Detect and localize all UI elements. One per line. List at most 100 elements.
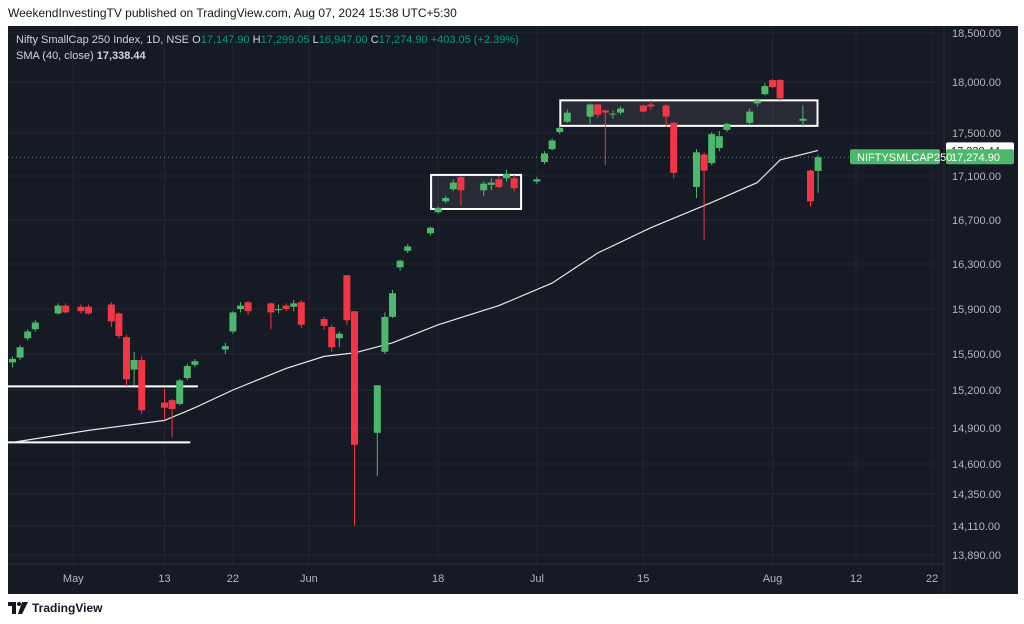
- candle-body: [24, 331, 32, 339]
- sma-line: [12, 149, 819, 443]
- candle-body: [639, 105, 647, 112]
- y-tick-label: 17,100.00: [952, 171, 1001, 183]
- x-tick-label: Aug: [763, 573, 783, 585]
- footer-brand: TradingView: [32, 601, 103, 615]
- consolidation-box: [559, 99, 819, 127]
- publish-caption: WeekendInvestingTV published on TradingV…: [8, 6, 457, 20]
- y-tick-label: 16,300.00: [952, 259, 1001, 271]
- candle-body: [335, 333, 343, 339]
- legend-symbol: Nifty SmallCap 250 Index, 1D, NSE: [16, 34, 190, 46]
- x-tick-label: 12: [850, 573, 862, 585]
- candle-body: [191, 361, 199, 365]
- candle-body: [168, 400, 176, 409]
- x-tick-label: 15: [637, 573, 649, 585]
- x-tick-label: 22: [227, 573, 239, 585]
- candle-body: [799, 118, 807, 121]
- chart-background: [8, 26, 1018, 594]
- candle-body: [662, 105, 670, 117]
- candle-body: [449, 182, 457, 190]
- x-tick-label: May: [63, 573, 84, 585]
- chart-panel[interactable]: 13,890.00 14,110.00 14,350.00 14,600.00 14,9…: [8, 26, 1018, 594]
- candle-body: [297, 302, 305, 325]
- candle-body: [77, 306, 85, 312]
- candle-body: [617, 108, 624, 113]
- y-tick-label: 18,000.00: [952, 77, 1001, 89]
- candle-body: [123, 337, 130, 380]
- candle-body: [746, 111, 754, 123]
- candle-body: [753, 100, 761, 104]
- candle-body: [594, 104, 602, 115]
- candle-body: [161, 402, 168, 408]
- price-chart[interactable]: 13,890.00 14,110.00 14,350.00 14,600.00 14,9…: [8, 26, 1018, 594]
- x-tick-label: Jun: [300, 573, 318, 585]
- candle-body: [556, 127, 564, 132]
- x-tick-label: 13: [158, 573, 170, 585]
- legend-low-value: 16,947.00: [318, 34, 368, 46]
- candle-body: [282, 305, 290, 309]
- candle-body: [769, 80, 776, 88]
- candle-body: [670, 122, 678, 173]
- y-tick-label: 13,890.00: [952, 550, 1001, 562]
- candle-body: [510, 178, 518, 189]
- candle-body: [381, 316, 389, 352]
- candle-body: [85, 306, 92, 314]
- legend-open-value: 17,147.90: [200, 34, 250, 46]
- consolidation-box: [430, 173, 523, 211]
- y-tick-label: 15,900.00: [952, 304, 1001, 316]
- candle-body: [761, 86, 769, 95]
- legend-open-label: O: [192, 34, 201, 46]
- candle-body: [601, 110, 609, 113]
- y-tick-label: 18,500.00: [952, 28, 1001, 40]
- legend-ohlc-row: Nifty SmallCap 250 Index, 1D, NSE O17,14…: [16, 32, 519, 48]
- candle-body: [275, 309, 282, 311]
- candle-body: [708, 134, 716, 164]
- legend-high-label: H: [252, 34, 261, 46]
- legend-change: +403.05 (+2.39%): [430, 34, 519, 46]
- y-tick-label: 14,600.00: [952, 459, 1001, 471]
- candle-body: [503, 173, 510, 179]
- candle-body: [814, 157, 822, 171]
- candle-body: [130, 360, 138, 370]
- legend-low-label: L: [312, 34, 319, 46]
- legend-sma-label: SMA (40, close): [16, 50, 94, 62]
- candle-body: [776, 80, 784, 99]
- candle-body: [343, 275, 351, 321]
- y-tick-label: 15,500.00: [952, 349, 1001, 361]
- candle-body: [404, 246, 412, 251]
- chart-legend: Nifty SmallCap 250 Index, 1D, NSE O17,14…: [16, 32, 519, 64]
- last-price-tag: [946, 149, 1014, 165]
- candle-body: [107, 304, 115, 322]
- legend-sma-value: 17,338.44: [96, 50, 146, 62]
- candle-body: [237, 305, 244, 309]
- candle-body: [183, 366, 191, 378]
- y-tick-label: 14,350.00: [952, 489, 1001, 501]
- candle-body: [457, 177, 465, 191]
- candle-body: [351, 311, 358, 445]
- legend-close-label: C: [370, 34, 379, 46]
- footer: TradingView: [0, 594, 1024, 624]
- candle-body: [396, 260, 404, 268]
- candle-body: [16, 347, 24, 358]
- candle-body: [229, 312, 237, 332]
- candle-body: [244, 302, 252, 312]
- legend-high-value: 17,299.05: [260, 34, 310, 46]
- candle-body: [807, 170, 814, 202]
- candle-body: [9, 358, 16, 363]
- candle-body: [62, 305, 70, 313]
- candle-body: [320, 319, 328, 326]
- candle-body: [389, 293, 396, 317]
- tradingview-logo-icon: [8, 602, 28, 614]
- candle-body: [373, 385, 381, 433]
- candle-body: [442, 198, 450, 202]
- last-price-tag-text: 17,274.90: [951, 152, 1000, 164]
- x-tick-label: 22: [926, 573, 938, 585]
- candle-body: [427, 227, 434, 234]
- candle-body: [715, 136, 723, 149]
- candle-body: [533, 179, 541, 182]
- candle-body: [586, 104, 594, 117]
- y-tick-label: 14,110.00: [952, 521, 1000, 533]
- y-tick-label: 14,900.00: [952, 423, 1001, 435]
- candle-body: [221, 346, 229, 350]
- candle-body: [495, 179, 503, 187]
- candle-body: [138, 360, 146, 411]
